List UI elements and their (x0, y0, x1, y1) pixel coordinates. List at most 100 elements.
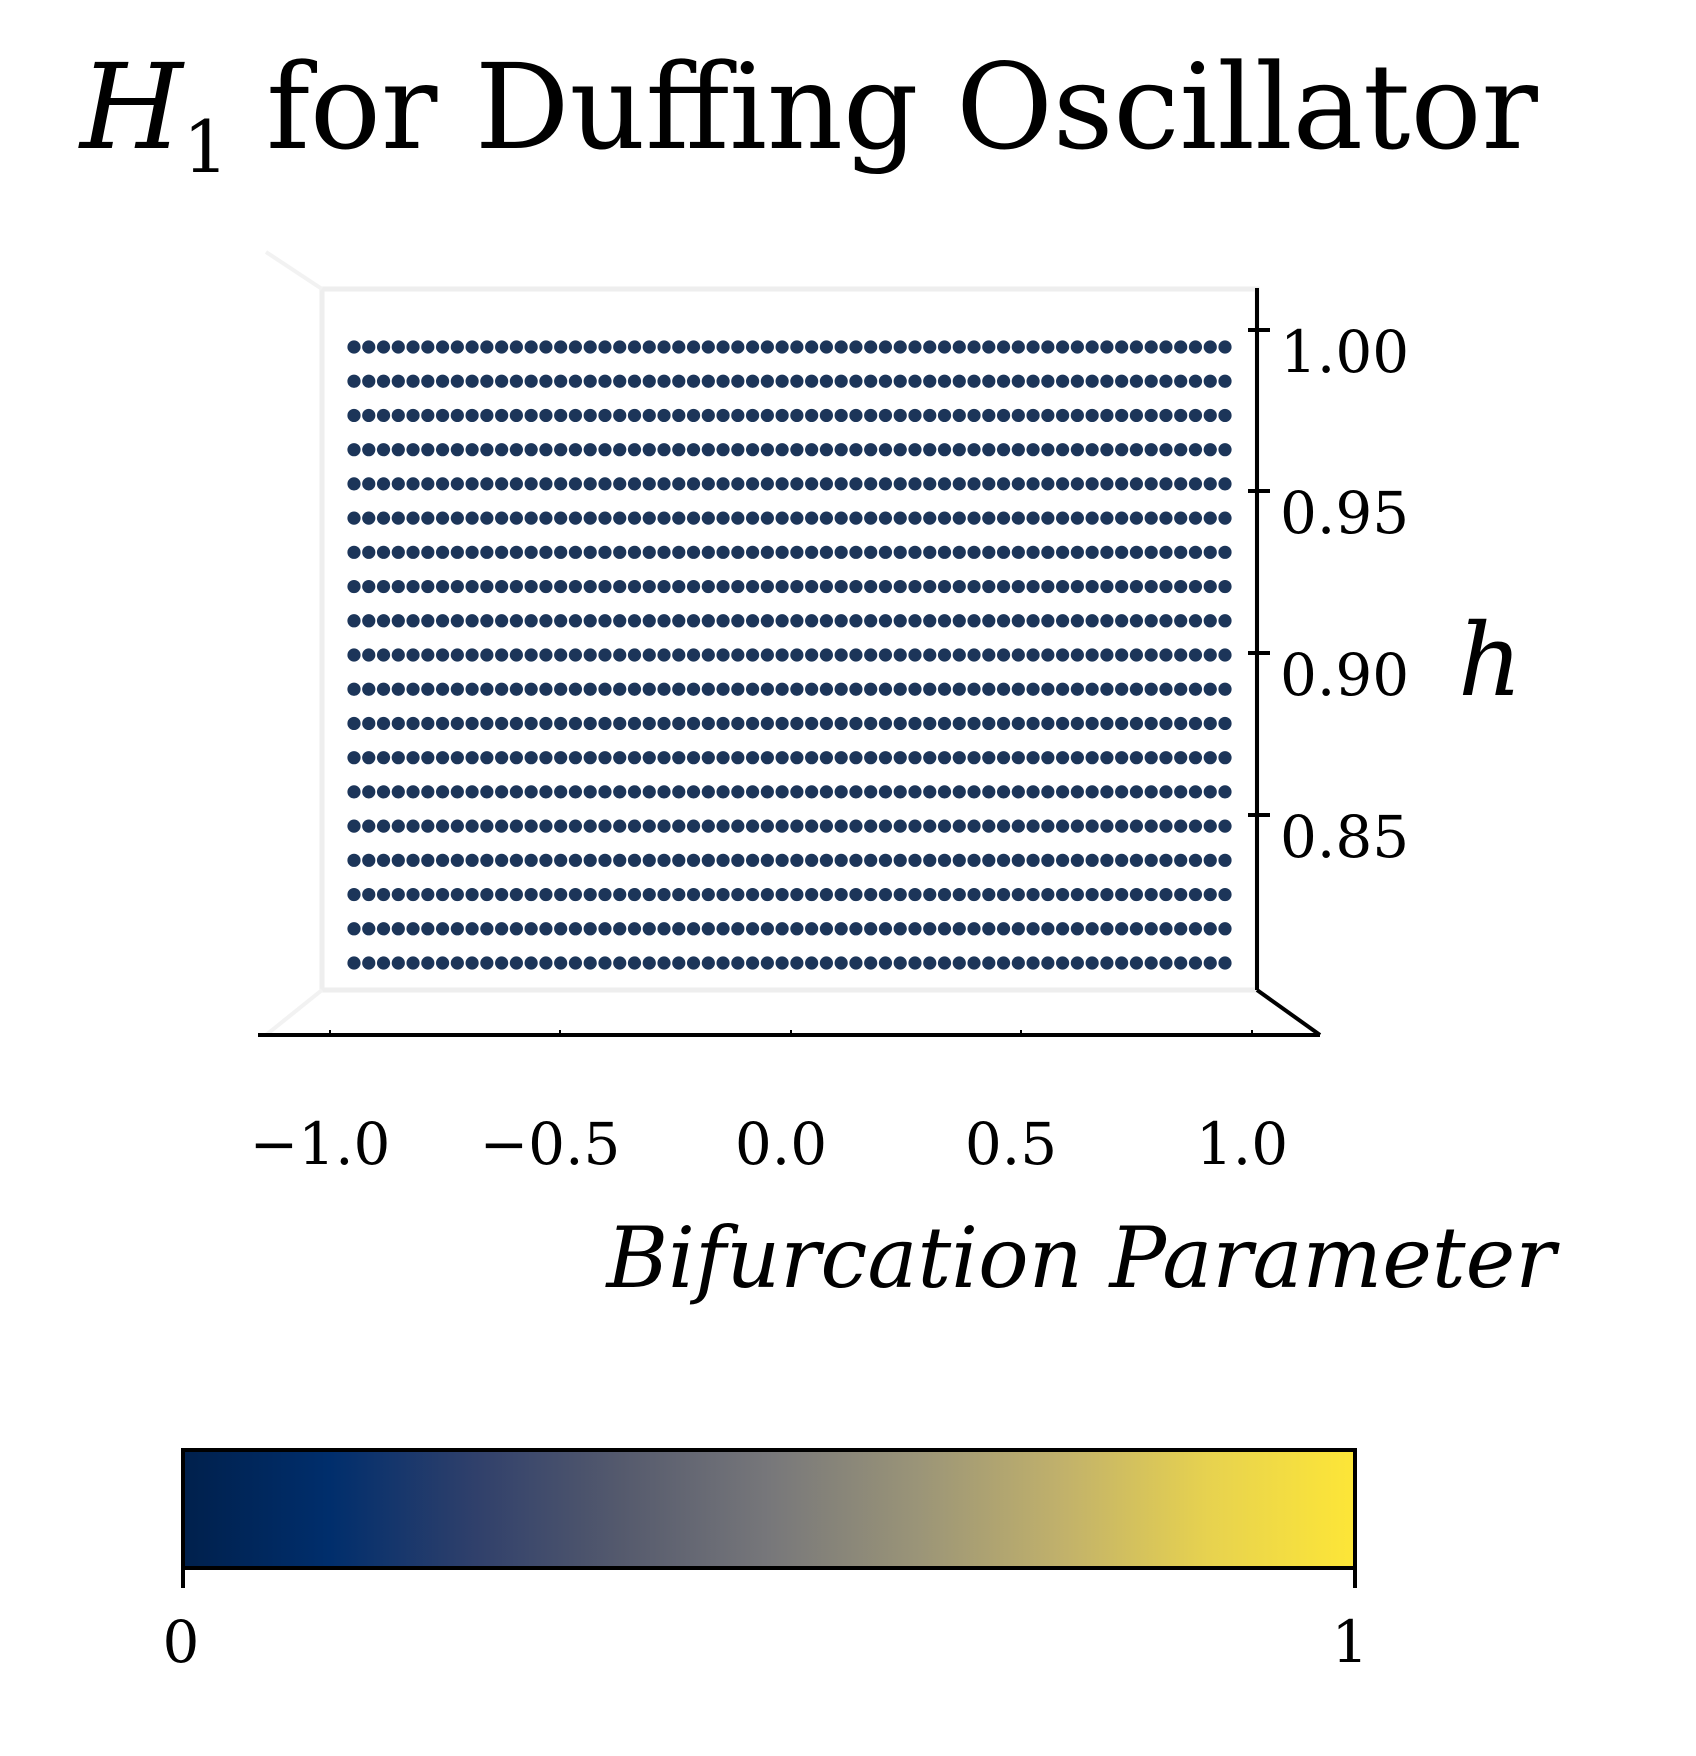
scatter-point (480, 819, 494, 833)
scatter-point (760, 716, 774, 731)
scatter-point (1129, 579, 1144, 594)
scatter-point (672, 545, 686, 559)
scatter-point (760, 819, 774, 833)
scatter-point (1188, 443, 1203, 457)
scatter-point (627, 545, 642, 559)
scatter-point (672, 887, 686, 902)
scatter-point (672, 579, 686, 594)
scatter-point (480, 477, 494, 491)
scatter-point (421, 956, 435, 970)
scatter-point (495, 853, 509, 867)
scatter-point (391, 819, 405, 833)
scatter-point (539, 853, 553, 867)
scatter-point (893, 922, 907, 936)
scatter-point (495, 614, 509, 628)
scatter-point (583, 545, 597, 559)
scatter-point (421, 819, 435, 833)
scatter-point (1056, 751, 1070, 765)
scatter-point (672, 819, 686, 833)
scatter-point (967, 785, 981, 799)
scatter-point (1011, 408, 1025, 423)
scatter-point (406, 511, 420, 525)
scatter-point (1011, 477, 1025, 491)
scatter-point (996, 511, 1011, 525)
scatter-point (539, 751, 553, 765)
scatter-point (1188, 716, 1203, 731)
scatter-point (952, 374, 966, 388)
scatter-point (805, 545, 819, 559)
scatter-point (435, 922, 450, 936)
scatter-point (878, 956, 893, 970)
scatter-point (480, 887, 494, 902)
scatter-point (421, 443, 435, 457)
scatter-point (908, 579, 922, 594)
scatter-point (406, 545, 420, 559)
scatter-point (539, 648, 553, 662)
scatter-point (554, 682, 568, 696)
scatter-point (1174, 887, 1188, 902)
scatter-point (996, 648, 1011, 662)
scatter-point (805, 751, 819, 765)
scatter-point (465, 853, 479, 867)
scatter-point (716, 408, 730, 423)
scatter-point (362, 819, 376, 833)
scatter-point (982, 956, 996, 970)
scatter-point (554, 716, 568, 731)
scatter-point (1115, 887, 1129, 902)
scatter-point (509, 853, 523, 867)
scatter-point (701, 545, 715, 559)
scatter-point (1056, 716, 1070, 731)
scatter-point (1115, 751, 1129, 765)
scatter-point (878, 614, 893, 628)
scatter-point (760, 443, 774, 457)
scatter-point (613, 374, 627, 388)
scatter-point (554, 614, 568, 628)
scatter-point (805, 443, 819, 457)
scatter-point (878, 922, 893, 936)
scatter-point (1070, 922, 1084, 936)
scatter-point (554, 819, 568, 833)
scatter-point (775, 682, 789, 696)
scatter-point (1174, 477, 1188, 491)
scatter-point (435, 682, 450, 696)
scatter-point (1115, 340, 1129, 354)
scatter-point (1115, 819, 1129, 833)
scatter-point (1144, 477, 1158, 491)
scatter-point (1129, 511, 1144, 525)
scatter-point (598, 887, 612, 902)
scatter-point (937, 545, 952, 559)
scatter-point (790, 511, 804, 525)
scatter-point (465, 716, 479, 731)
scatter-point (834, 614, 848, 628)
scatter-point (819, 545, 834, 559)
scatter-point (731, 751, 745, 765)
scatter-point (1056, 374, 1070, 388)
scatter-point (1129, 545, 1144, 559)
scatter-point (731, 682, 745, 696)
scatter-point (1070, 819, 1084, 833)
scatter-point (435, 785, 450, 799)
scatter-point (1188, 408, 1203, 423)
scatter-point (923, 853, 937, 867)
scatter-point (362, 443, 376, 457)
scatter-point (1115, 545, 1129, 559)
scatter-point (790, 785, 804, 799)
scatter-point (480, 853, 494, 867)
scatter-point (495, 443, 509, 457)
scatter-point (1026, 443, 1040, 457)
scatter-point (362, 614, 376, 628)
scatter-point (878, 716, 893, 731)
scatter-point (1129, 443, 1144, 457)
scatter-point (1041, 785, 1055, 799)
scatter-point (450, 956, 464, 970)
scatter-point (1188, 682, 1203, 696)
scatter-point (1041, 443, 1055, 457)
scatter-point (878, 785, 893, 799)
scatter-point (627, 751, 642, 765)
scatter-point (701, 443, 715, 457)
scatter-point (613, 922, 627, 936)
scatter-point (731, 408, 745, 423)
scatter-point (849, 648, 863, 662)
scatter-point (554, 887, 568, 902)
scatter-point (524, 477, 538, 491)
